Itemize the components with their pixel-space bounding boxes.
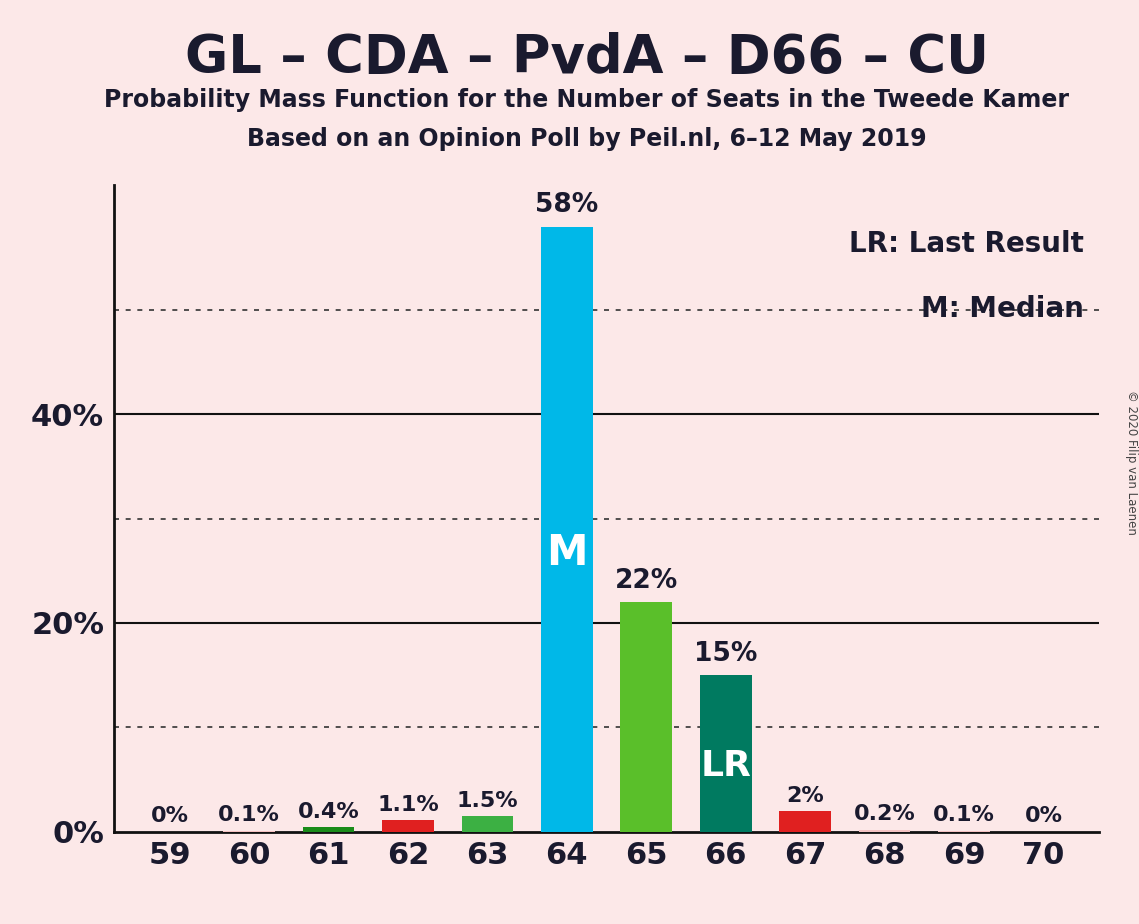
Bar bbox=[939, 831, 990, 832]
Text: 0.2%: 0.2% bbox=[854, 804, 916, 824]
Text: GL – CDA – PvdA – D66 – CU: GL – CDA – PvdA – D66 – CU bbox=[185, 32, 989, 84]
Bar bbox=[461, 816, 514, 832]
Bar bbox=[621, 602, 672, 832]
Text: 0.4%: 0.4% bbox=[297, 802, 359, 822]
Text: © 2020 Filip van Laenen: © 2020 Filip van Laenen bbox=[1124, 390, 1138, 534]
Bar bbox=[303, 827, 354, 832]
Bar bbox=[223, 831, 274, 832]
Bar bbox=[859, 830, 910, 832]
Text: LR: LR bbox=[700, 748, 751, 783]
Text: 15%: 15% bbox=[694, 640, 757, 667]
Text: M: M bbox=[546, 532, 588, 575]
Text: Probability Mass Function for the Number of Seats in the Tweede Kamer: Probability Mass Function for the Number… bbox=[104, 88, 1070, 112]
Bar bbox=[382, 821, 434, 832]
Text: 0%: 0% bbox=[1024, 807, 1063, 826]
Text: 58%: 58% bbox=[535, 192, 598, 218]
Text: 1.1%: 1.1% bbox=[377, 795, 439, 815]
Bar bbox=[699, 675, 752, 832]
Text: 1.5%: 1.5% bbox=[457, 791, 518, 810]
Text: 2%: 2% bbox=[786, 785, 823, 806]
Bar bbox=[541, 226, 592, 832]
Bar bbox=[779, 810, 831, 832]
Text: M: Median: M: Median bbox=[921, 295, 1084, 322]
Text: Based on an Opinion Poll by Peil.nl, 6–12 May 2019: Based on an Opinion Poll by Peil.nl, 6–1… bbox=[247, 127, 926, 151]
Text: 0.1%: 0.1% bbox=[933, 806, 995, 825]
Text: 22%: 22% bbox=[615, 567, 678, 594]
Text: LR: Last Result: LR: Last Result bbox=[850, 230, 1084, 258]
Text: 0.1%: 0.1% bbox=[218, 806, 280, 825]
Text: 0%: 0% bbox=[150, 807, 189, 826]
